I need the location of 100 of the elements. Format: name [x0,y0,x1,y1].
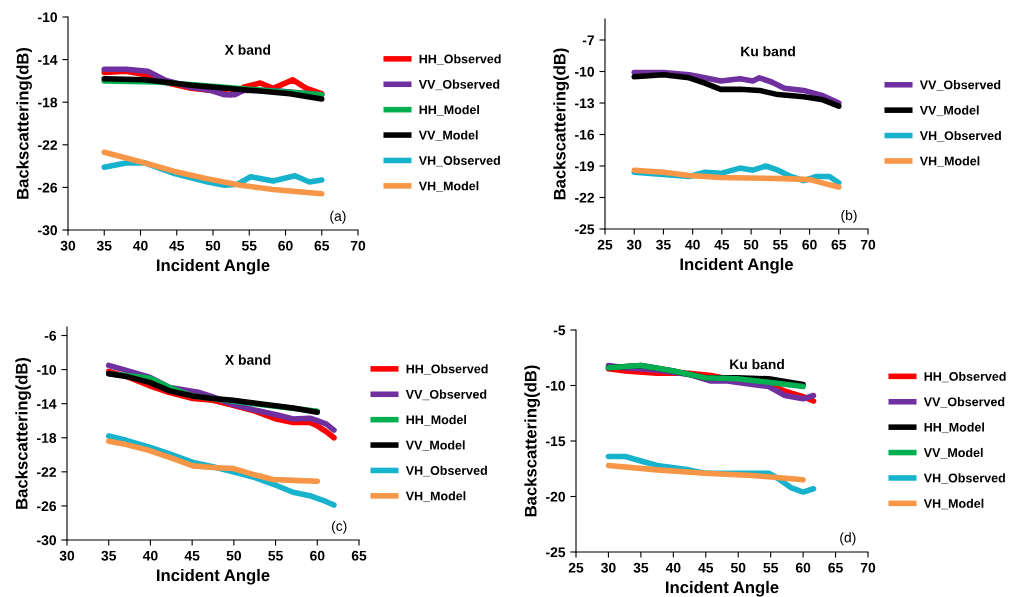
y-tick-label: -10 [38,12,58,23]
x-tick-label: 55 [241,240,257,251]
legend-label: HH_Observed [406,364,488,375]
y-tick-label: -16 [575,129,595,140]
annotation: (a) [330,210,346,224]
legend-label: VH_Model [405,491,466,502]
annotation: X band [225,354,271,365]
x-tick-label: 35 [656,239,671,250]
legend-label: VV_Observed [405,389,487,401]
annotation: Ku band [741,46,795,57]
y-tick-label: -14 [38,55,58,65]
x-tick-label: 40 [132,240,148,251]
legend-label: HH_Model [924,422,984,434]
x-tick-label: 25 [597,239,613,250]
x-tick-label: 65 [351,550,367,561]
x-tick-label: 45 [184,550,200,561]
legend-label: HH_Model [406,414,466,426]
x-tick-label: 55 [773,239,788,250]
y-tick-label: -10 [37,364,57,375]
legend-label: VH_Model [923,498,984,510]
x-tick-label: 70 [860,562,876,573]
y-tick-label: -15 [546,436,566,447]
y-tick-label: -25 [575,224,595,235]
y-tick-label: -5 [553,325,566,336]
x-axis-title: Incident Angle [157,258,270,275]
legend-label: VV_Model [923,447,983,459]
x-tick-label: 30 [59,550,75,561]
x-tick-label: 70 [860,239,876,250]
x-tick-label: 35 [101,550,117,561]
legend-label: VH_Observed [919,130,1001,142]
y-tick-label: -22 [38,140,58,150]
x-tick-label: 70 [350,240,366,251]
annotation: (d) [840,532,856,546]
y-axis-title: Backscattering(dB) [15,357,31,509]
x-tick-label: 45 [698,562,714,573]
y-tick-label: -22 [575,192,595,203]
y-tick-label: -25 [546,547,566,558]
x-tick-label: 60 [795,562,811,573]
y-tick-label: -6 [44,330,57,341]
annotation: (c) [331,520,347,534]
legend-label: VV_Model [418,130,478,141]
annotation: X band [224,44,271,55]
legend-label: VV_Observed [923,397,1005,408]
x-tick-label: 40 [142,550,158,561]
y-tick-label: -14 [37,399,57,409]
legend-label: VV_Model [405,440,465,451]
annotation: Ku band [730,359,784,370]
y-tick-label: -22 [37,467,57,477]
x-tick-label: 60 [278,240,293,251]
x-axis-title: Incident Angle [157,568,270,585]
y-tick-label: -30 [37,535,57,546]
x-tick-label: 65 [831,239,847,250]
x-axis-title: Incident Angle [680,257,794,274]
legend-label: HH_Observed [924,371,1006,383]
x-tick-label: 40 [665,562,681,573]
x-tick-label: 50 [205,240,221,251]
legend-label: VH_Model [919,156,980,167]
x-tick-label: 60 [310,550,325,561]
legend-label: VH_Observed [418,155,500,167]
x-tick-label: 30 [601,562,616,573]
y-tick-label: -26 [38,182,58,193]
y-tick-label: -10 [575,66,595,77]
legend-label: VH_Model [418,181,479,192]
x-tick-label: 25 [568,562,584,573]
x-tick-label: 50 [730,562,746,573]
annotation: (b) [841,209,857,223]
legend-label: HH_Observed [419,54,501,65]
legend-label: HH_Model [419,104,479,116]
legend-label: VV_Observed [418,79,500,91]
y-tick-label: -19 [575,161,595,172]
x-tick-label: 35 [96,240,112,251]
x-tick-label: 50 [226,550,242,561]
x-tick-label: 30 [60,240,76,251]
y-axis-title: Backscattering(dB) [553,48,569,200]
x-axis-title: Incident Angle [666,580,779,597]
y-tick-label: -26 [37,501,57,512]
legend-label: VH_Observed [923,473,1005,484]
x-tick-label: 40 [685,239,700,250]
x-tick-label: 45 [714,239,730,250]
y-tick-label: -7 [582,35,594,46]
x-tick-label: 50 [743,239,759,250]
y-axis-title: Backscattering(dB) [524,365,540,517]
x-tick-label: 65 [314,240,330,251]
y-axis-title: Backscattering(dB) [16,47,32,199]
legend-label: VH_Observed [405,465,487,477]
x-tick-label: 65 [828,562,843,573]
x-tick-label: 35 [633,562,649,573]
x-tick-label: 45 [169,240,185,251]
y-tick-label: -30 [38,225,58,236]
x-tick-label: 55 [763,562,778,573]
y-tick-label: -13 [575,98,595,109]
y-tick-label: -10 [546,380,566,391]
y-tick-label: -18 [37,433,57,443]
legend-label: VV_Observed [919,80,1001,91]
x-tick-label: 30 [626,239,642,250]
x-tick-label: 55 [268,550,283,561]
y-tick-label: -20 [546,491,566,502]
y-tick-label: -18 [38,97,58,108]
x-tick-label: 60 [802,239,817,250]
legend-label: VV_Model [919,105,979,117]
